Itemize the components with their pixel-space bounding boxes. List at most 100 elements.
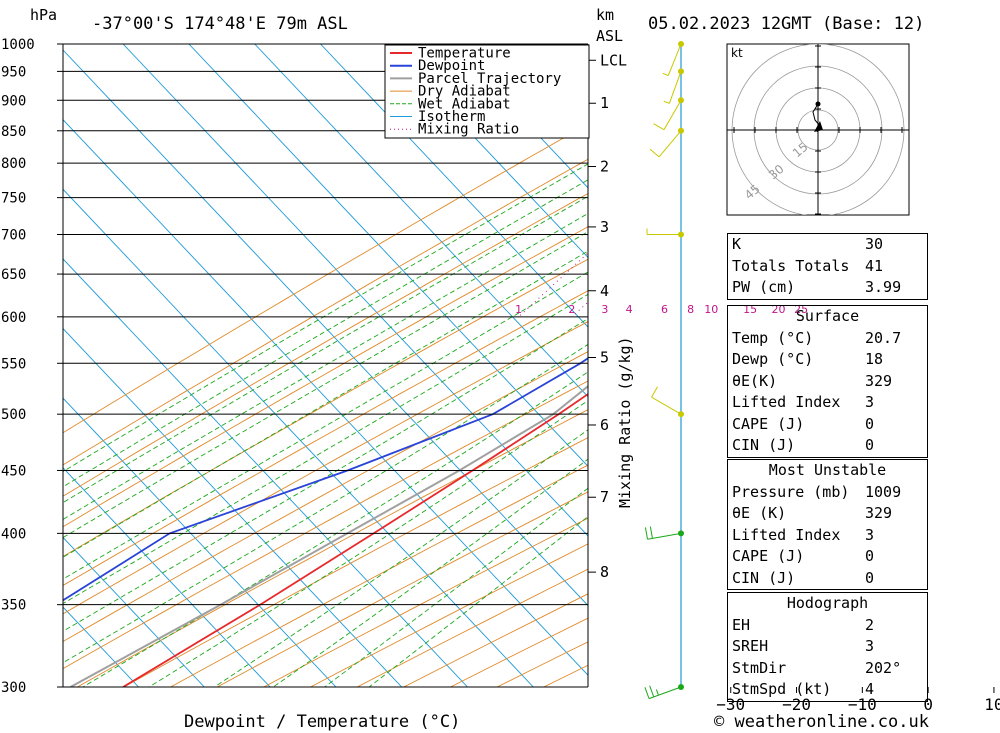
isotherm-line [451, 44, 588, 189]
legend-item: Parcel Trajectory [418, 71, 561, 87]
surface-row: θE(K) 329 [732, 371, 893, 390]
mixing-ratio-axis-title: Mixing Ratio (g/kg) [616, 336, 634, 508]
wind-barb [651, 396, 682, 415]
pressure-label: 1000 [1, 37, 35, 53]
pressure-label: 350 [1, 598, 26, 614]
x-tick-label: 10 [984, 695, 1000, 714]
surface-table: Surface Temp (°C) 20.7 Dewp (°C) 18 θE(K) 3… [727, 305, 928, 458]
most-unstable-row: CIN (J) 0 [732, 568, 875, 587]
pressure-label: 400 [1, 526, 26, 542]
dewpoint-line [63, 357, 588, 602]
dry-adiabat-line [216, 491, 588, 687]
pressure-label: 750 [1, 191, 26, 207]
temperature-line [122, 392, 588, 687]
legend-item: Isotherm [418, 109, 485, 125]
wind-barb-flag [651, 386, 658, 398]
hodograph-row: StmSpd (kt) 4 [732, 680, 875, 698]
wind-barb [658, 130, 682, 158]
parcel-line [70, 384, 588, 687]
surface-row: Dewp (°C) 18 [732, 350, 884, 368]
dry-adiabat-line [123, 437, 588, 687]
x-tick-label: −20 [782, 695, 811, 714]
pressure-label: 850 [1, 124, 26, 140]
surface-row: CAPE (J) 0 [732, 414, 875, 433]
wind-barb [647, 532, 682, 540]
wet-adiabat-line [82, 371, 588, 687]
surface-row: Temp (°C) 20.7 [732, 328, 902, 347]
km-tick-label: 2 [600, 158, 609, 176]
wet-adiabat-line [63, 195, 588, 504]
dry-adiabat-line [63, 351, 588, 642]
pressure-label: 700 [1, 227, 26, 243]
isotherm-line [122, 44, 588, 537]
wind-barb-flag [644, 687, 650, 699]
isotherm-line [254, 44, 588, 398]
dry-adiabat-line [170, 464, 588, 687]
hodograph-table: Hodograph EH 2 SREH 3 StmDir 202° StmSpd (k… [727, 592, 928, 702]
most-unstable-table: Most Unstable Pressure (mb) 1009 θE (K) 32… [727, 459, 928, 590]
surface-title: Surface [795, 307, 860, 325]
location-title: -37°00'S 174°48'E 79m ASL [92, 14, 348, 34]
mixing-ratio-label: 6 [661, 303, 668, 316]
wind-barb-flag [649, 685, 655, 698]
x-tick-label: 0 [923, 695, 933, 714]
datetime-title: 05.02.2023 12GMT (Base: 12) [648, 14, 924, 34]
isotherm-line [188, 44, 588, 467]
hpa-label: hPa [30, 6, 57, 24]
pressure-label: 900 [1, 93, 26, 109]
dry-adiabat-line [63, 380, 588, 670]
legend-item: Mixing Ratio [418, 122, 519, 138]
isotherm-line [63, 467, 271, 687]
legend-item: Dry Adiabat [418, 84, 511, 100]
wind-barb-flag [644, 527, 649, 540]
x-axis-title: Dewpoint / Temperature (°C) [184, 712, 460, 732]
isotherm-line [63, 258, 468, 687]
mixing-ratio-label: 15 [743, 303, 757, 316]
wind-barb [667, 43, 682, 76]
pressure-label: 650 [1, 267, 26, 283]
wet-adiabat-line [273, 458, 588, 687]
km-tick-label: 7 [600, 488, 609, 506]
km-tick-label: 1 [600, 94, 609, 112]
isotherm-line [385, 44, 588, 259]
pressure-label: 600 [1, 310, 26, 326]
wind-barb-flag [649, 526, 653, 539]
asl-label: ASL [596, 27, 623, 45]
hodograph-point [815, 101, 821, 107]
most-unstable-row: CAPE (J) 0 [732, 547, 875, 565]
wind-barb-flag [663, 100, 670, 104]
index-k-row: K 30 [732, 235, 884, 253]
wet-adiabat-line [63, 293, 588, 605]
isotherm-line [63, 397, 337, 687]
legend-item: Temperature [418, 46, 511, 62]
mixing-ratio-label: 2 [568, 303, 575, 316]
hodograph-title: Hodograph [786, 594, 869, 612]
hodograph-row: SREH 3 [732, 637, 875, 655]
most-unstable-title: Most Unstable [768, 461, 887, 479]
wind-barb-flag [649, 148, 660, 158]
mixing-ratio-label: 3 [601, 303, 608, 316]
hodograph-unit-label: kt [731, 46, 743, 60]
isotherm-line [63, 49, 588, 607]
hodograph-row: StmDir 202° [732, 658, 902, 677]
index-pw-row: PW (cm) 3.99 [732, 278, 902, 296]
pressure-label: 950 [1, 64, 26, 80]
wet-adiabat-line [214, 429, 588, 687]
legend-item: Dewpoint [418, 58, 485, 74]
chart-series [63, 357, 588, 687]
dry-adiabat-line [63, 290, 588, 586]
mixing-ratio-label: 4 [626, 303, 633, 316]
wind-barb-flag [653, 123, 665, 131]
most-unstable-row: θE (K) 329 [732, 504, 893, 522]
legend-item: Wet Adiabat [418, 96, 511, 112]
dry-adiabat-line [63, 321, 588, 615]
axis-labels: 1 2 3 4 6 8 10 15 20 2530035040045050055060065070… [1, 37, 1000, 714]
wet-adiabat-line [148, 399, 588, 687]
general-indices-table: K 30 Totals Totals 41 PW (cm) 3.99 [727, 233, 928, 300]
dry-adiabat-line [77, 409, 588, 687]
x-tick-label: −10 [848, 695, 877, 714]
isotherm-line [320, 44, 588, 328]
wind-barb [668, 71, 682, 104]
km-label: km [596, 6, 614, 24]
